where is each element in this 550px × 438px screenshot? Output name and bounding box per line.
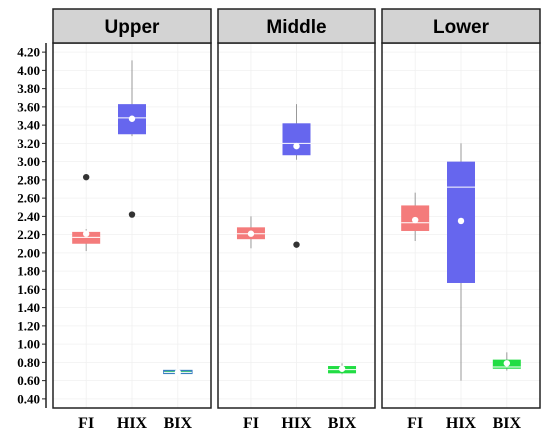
mean-point: [82, 230, 90, 237]
mean-point: [338, 365, 346, 372]
y-tick-label: 1.80: [17, 264, 40, 279]
y-tick-label: 2.60: [17, 191, 40, 206]
y-tick-label: 2.00: [17, 245, 40, 260]
box-fi: [236, 216, 265, 249]
mean-point: [293, 142, 300, 150]
box-fi: [72, 173, 101, 252]
x-category-label: FI: [78, 415, 94, 432]
y-tick-label: 0.60: [17, 373, 40, 388]
y-tick-label: 3.80: [17, 81, 40, 96]
panel-middle: Middle FI HIX BIX: [217, 8, 376, 432]
y-tick-label: 4.00: [17, 63, 40, 78]
y-tick-label: 2.80: [17, 172, 40, 187]
x-category-label: BIX: [164, 415, 193, 432]
y-tick-label: 1.60: [17, 282, 40, 297]
panel-lower: Lower FI HIX BIX: [381, 8, 541, 432]
y-tick-label: 1.40: [17, 300, 40, 315]
outlier-point: [293, 241, 300, 248]
x-category-label: HIX: [446, 415, 477, 432]
box-hix: [447, 143, 475, 381]
facet-title: Middle: [266, 17, 326, 38]
outlier-point: [128, 211, 136, 218]
facet-title: Upper: [105, 17, 161, 38]
x-category-label: FI: [243, 415, 259, 432]
box-bix: [163, 369, 193, 376]
x-category-label: BIX: [328, 415, 357, 432]
x-category-label: HIX: [281, 415, 312, 432]
box-fi: [401, 192, 430, 242]
x-category-label: HIX: [117, 415, 148, 432]
mean-point: [174, 369, 182, 376]
y-tick-label: 1.20: [17, 318, 40, 333]
mean-point: [411, 216, 419, 224]
mean-point: [457, 217, 465, 225]
y-tick-label: 3.20: [17, 136, 40, 151]
facet-strip: [217, 8, 376, 44]
y-tick-label: 2.40: [17, 209, 40, 224]
mean-point: [247, 230, 255, 237]
facet-strip: [381, 8, 541, 44]
box-bix: [492, 352, 521, 371]
box-body: [282, 123, 311, 156]
box-hix: [282, 104, 311, 248]
y-tick-label: 0.80: [17, 355, 40, 370]
box-bix: [328, 363, 357, 375]
panels: Upper FI HIX BIX Middle FI HIX BIX Lower FI HIX BIX: [52, 8, 541, 432]
y-axis: 0.40 0.60 0.80 1.00 1.20 1.40 1.60 1.80 2.00 2.20…: [17, 43, 47, 408]
y-tick-label: 1.00: [17, 337, 40, 352]
facet-strip: [52, 8, 212, 44]
y-tick-label: 4.20: [17, 45, 40, 60]
y-tick-label: 3.00: [17, 154, 40, 169]
x-category-label: BIX: [493, 415, 522, 432]
y-tick-label: 2.20: [17, 227, 40, 242]
x-category-label: FI: [407, 415, 423, 432]
box-hix: [118, 60, 146, 218]
mean-point: [128, 115, 136, 122]
mean-point: [503, 360, 511, 367]
panel-upper: Upper FI HIX BIX: [52, 8, 212, 432]
y-tick-label: 0.40: [17, 391, 40, 406]
y-tick-label: 3.60: [17, 99, 40, 114]
y-tick-label: 3.40: [17, 118, 40, 133]
outlier-point: [82, 173, 90, 181]
facet-title: Lower: [433, 17, 490, 38]
